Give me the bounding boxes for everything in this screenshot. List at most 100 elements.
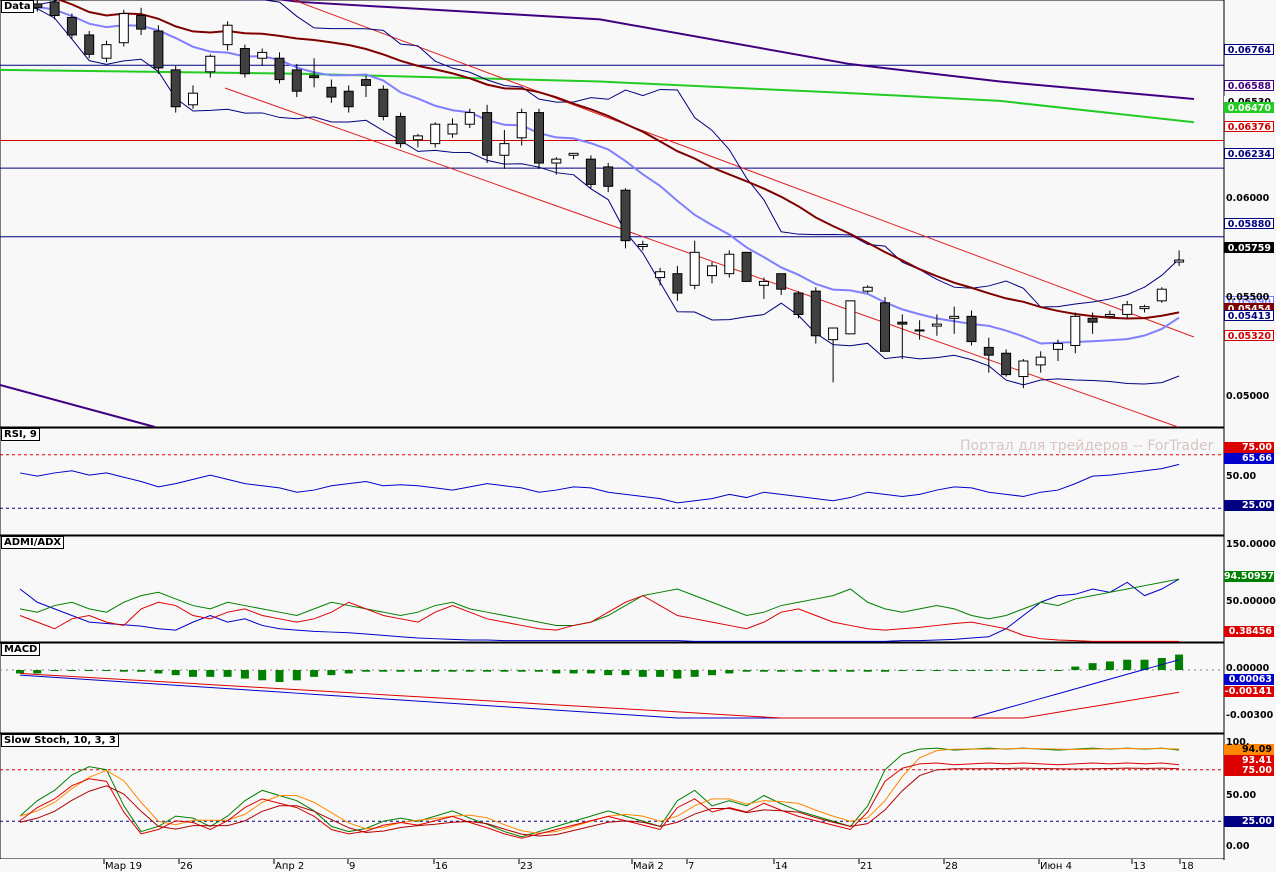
ma-long-purple bbox=[276, 0, 1195, 100]
rsi-level-label: 65.66 bbox=[1224, 453, 1274, 464]
candle-body bbox=[603, 166, 614, 187]
candle-body bbox=[1001, 352, 1012, 376]
macd-histogram-bar bbox=[967, 670, 976, 671]
stoch-value-label: 93.41 bbox=[1224, 755, 1274, 766]
macd-histogram-bar bbox=[189, 670, 197, 677]
stoch-value-label: 75.00 bbox=[1224, 765, 1274, 776]
date-label: 18 bbox=[1181, 861, 1194, 872]
date-label: Июн 4 bbox=[1040, 861, 1072, 872]
candle-body bbox=[32, 3, 43, 9]
candle-body bbox=[1070, 315, 1081, 346]
candle-body bbox=[291, 69, 302, 92]
macd-histogram-bar bbox=[535, 670, 543, 672]
date-label: 16 bbox=[435, 861, 448, 872]
price-level-label: 0.05759 bbox=[1224, 242, 1274, 254]
candle-body bbox=[395, 115, 406, 145]
macd-histogram-bar bbox=[67, 670, 76, 671]
date-label: 26 bbox=[180, 861, 193, 872]
price-level-label: 0.05413 bbox=[1224, 310, 1274, 322]
macd-histogram-bar bbox=[275, 670, 284, 682]
candle-body bbox=[1018, 360, 1029, 378]
macd-histogram-bar bbox=[292, 670, 301, 681]
macd-histogram-bar bbox=[1019, 670, 1028, 671]
candle-body bbox=[862, 286, 873, 292]
macd-histogram-bar bbox=[1054, 670, 1062, 671]
candle-body bbox=[101, 44, 112, 59]
rsi-panel-title: RSI, 9 bbox=[1, 428, 40, 441]
candle-body bbox=[672, 273, 683, 294]
candle-body bbox=[637, 244, 648, 247]
macd-histogram-bar bbox=[569, 670, 578, 674]
candle-body bbox=[239, 48, 250, 75]
candle-body bbox=[188, 92, 198, 106]
macd-histogram-bar bbox=[794, 670, 803, 672]
macd-histogram-bar bbox=[898, 670, 907, 671]
candle-body bbox=[118, 13, 129, 44]
macd-histogram-bar bbox=[552, 670, 561, 674]
candle-body bbox=[793, 292, 804, 315]
macd-histogram-bar bbox=[171, 670, 180, 676]
candle-body bbox=[707, 265, 717, 277]
panel-frame bbox=[0, 642, 1225, 734]
price-level-label: 0.06376 bbox=[1224, 121, 1274, 133]
macd-histogram-bar bbox=[154, 670, 163, 674]
macd-histogram-bar bbox=[50, 670, 59, 671]
macd-histogram-bar bbox=[950, 670, 959, 671]
macd-value-label: 0.00063 bbox=[1224, 674, 1274, 685]
macd-histogram-bar bbox=[621, 670, 630, 676]
macd-histogram-bar bbox=[396, 670, 405, 672]
adx-value-label: 0.38456 bbox=[1224, 626, 1274, 637]
candle-body bbox=[828, 327, 839, 341]
candle-body bbox=[464, 112, 475, 125]
stoch-slow-signal-line bbox=[19, 767, 1180, 837]
stoch-value-label: 94.09 bbox=[1224, 744, 1274, 755]
candle-body bbox=[655, 271, 666, 279]
candle-body bbox=[568, 152, 579, 156]
watermark: Портал для трейдеров -- ForTrader bbox=[960, 438, 1214, 454]
macd-histogram-bar bbox=[310, 670, 319, 677]
macd-scale-tick: -0.00300 bbox=[1226, 710, 1274, 721]
candle-body bbox=[1156, 288, 1167, 302]
panel-frame bbox=[0, 733, 1225, 860]
candle-body bbox=[378, 88, 389, 117]
candle-body bbox=[897, 321, 908, 325]
macd-histogram-bar bbox=[1002, 670, 1011, 671]
macd-histogram-bar bbox=[1175, 654, 1184, 670]
candle-body bbox=[880, 302, 890, 352]
candle-body bbox=[966, 315, 977, 343]
macd-histogram-bar bbox=[258, 670, 267, 681]
macd-histogram-bar bbox=[240, 670, 249, 679]
candle-body bbox=[585, 158, 596, 185]
date-label: 14 bbox=[775, 861, 788, 872]
candle-body bbox=[1104, 313, 1115, 317]
stoch-panel-title: Slow Stoch, 10, 3, 3 bbox=[1, 734, 119, 747]
stoch-scale-tick: 100. bbox=[1226, 737, 1250, 748]
candle-body bbox=[914, 329, 925, 332]
macd-histogram-bar bbox=[863, 670, 872, 672]
candle-body bbox=[326, 86, 337, 98]
ma-long-green bbox=[0, 68, 1195, 124]
candle-body bbox=[931, 323, 942, 327]
date-label: 23 bbox=[520, 861, 533, 872]
macd-histogram-bar bbox=[119, 670, 128, 672]
candle-body bbox=[534, 112, 544, 164]
macd-signal-line bbox=[19, 672, 1180, 719]
macd-histogram-bar bbox=[137, 670, 146, 672]
price-level-label: 0.06470 bbox=[1224, 102, 1274, 114]
date-label: 21 bbox=[860, 861, 873, 872]
macd-histogram-bar bbox=[413, 670, 422, 672]
macd-scale-tick: 0.00000 bbox=[1226, 663, 1270, 674]
price-scale-tick: 0.05500 bbox=[1226, 292, 1270, 303]
candle-body bbox=[222, 24, 233, 46]
adx-scale-tick: 150.0000 bbox=[1226, 539, 1276, 550]
stoch-scale-tick: 50.00 bbox=[1226, 790, 1257, 801]
candle-body bbox=[153, 30, 164, 69]
macd-histogram-bar bbox=[690, 670, 699, 677]
macd-histogram-bar bbox=[811, 670, 820, 672]
macd-histogram-bar bbox=[379, 670, 388, 672]
candle-body bbox=[741, 251, 752, 282]
macd-histogram-bar bbox=[223, 670, 232, 677]
panel-frame bbox=[0, 0, 1225, 428]
channel-upper-line bbox=[292, 0, 1195, 338]
